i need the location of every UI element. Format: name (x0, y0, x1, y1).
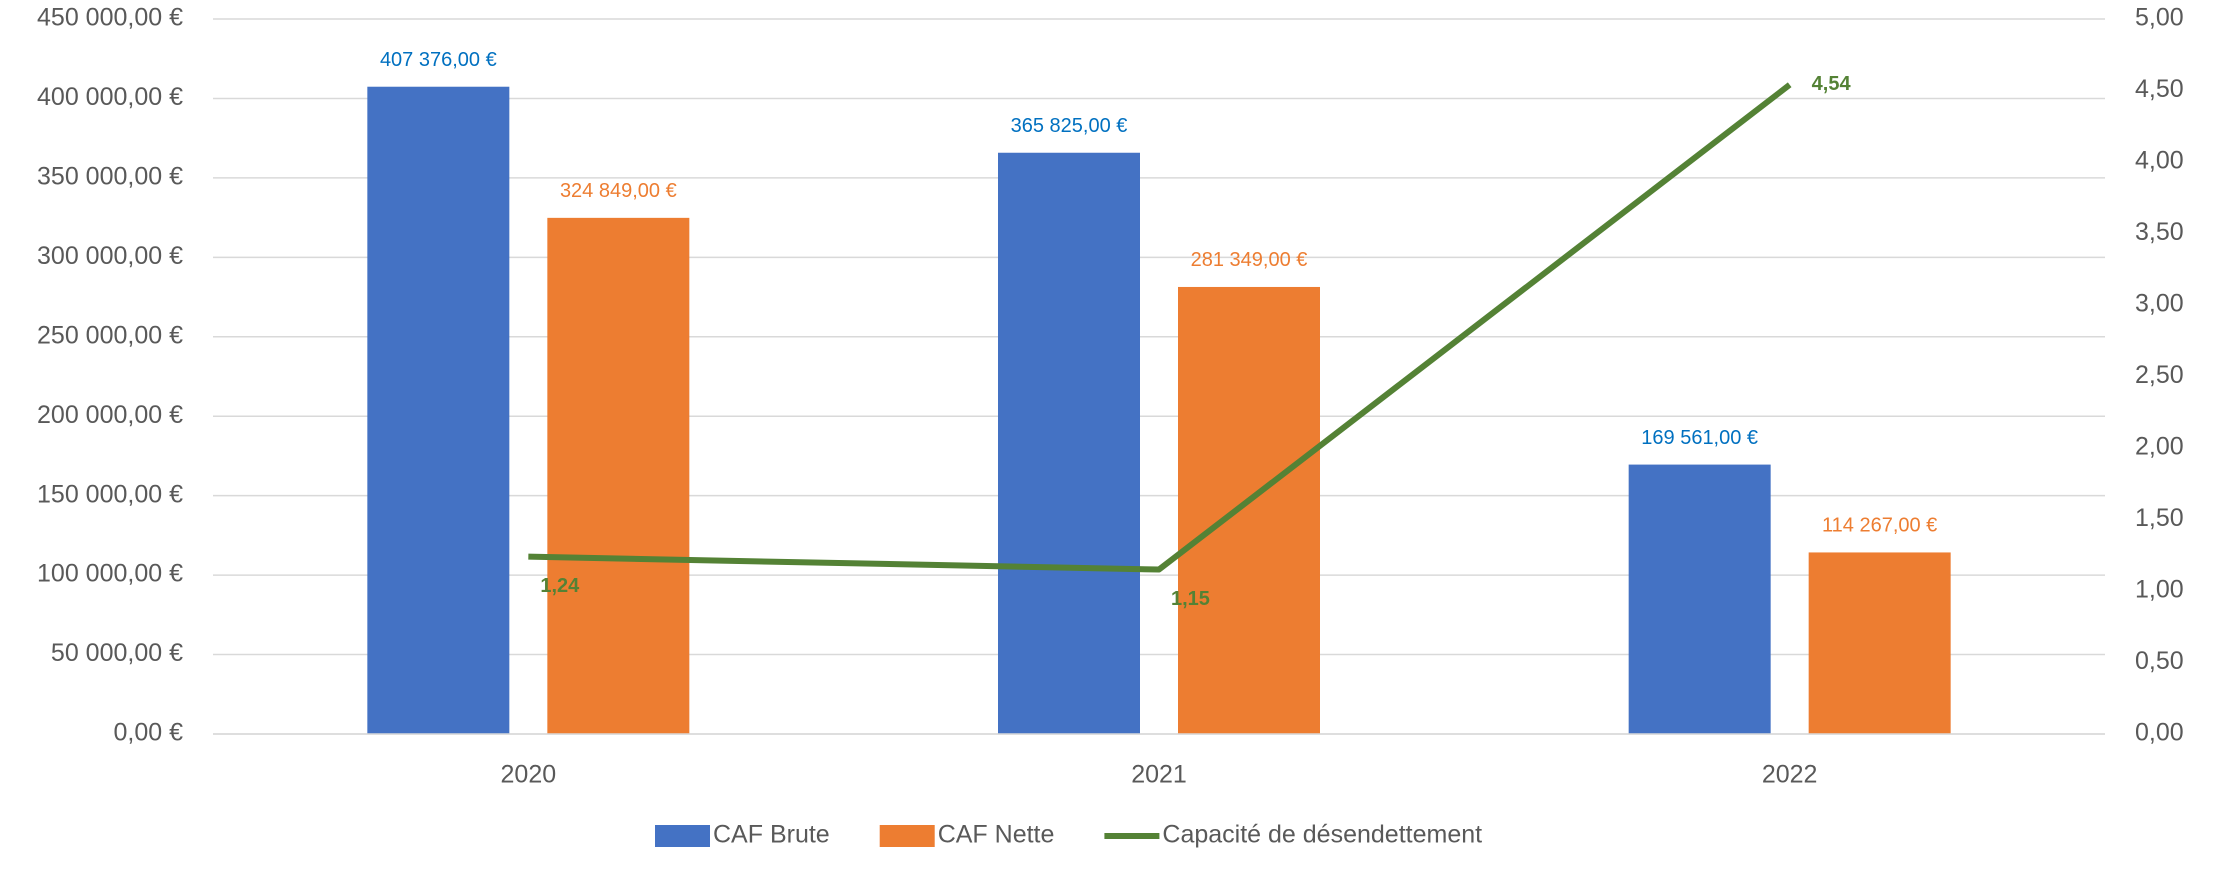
y-tick-label: 200 000,00 € (37, 401, 183, 429)
line-label: 1,24 (540, 575, 580, 597)
y2-tick-label: 4,00 (2135, 147, 2184, 175)
y2-tick-label: 0,00 (2135, 719, 2184, 747)
y2-tick-label: 2,50 (2135, 361, 2184, 389)
y-tick-label: 400 000,00 € (37, 83, 183, 111)
bar (1628, 464, 1771, 734)
data-label: 169 561,00 € (1641, 427, 1758, 449)
data-label: 407 376,00 € (380, 49, 497, 71)
legend-label: Capacité de désendettement (1162, 821, 1482, 849)
y-tick-label: 250 000,00 € (37, 321, 183, 349)
bar (1808, 552, 1951, 734)
data-label: 365 825,00 € (1011, 115, 1128, 137)
data-label: 324 849,00 € (560, 180, 677, 202)
bar (547, 217, 690, 735)
y2-tick-label: 3,00 (2135, 290, 2184, 318)
bar (998, 152, 1140, 734)
y2-tick-label: 5,00 (2135, 4, 2184, 32)
legend-label: CAF Nette (938, 821, 1055, 849)
y2-tick-label: 1,50 (2135, 504, 2184, 532)
x-tick-label: 2022 (1762, 761, 1818, 789)
data-label: 114 267,00 € (1822, 515, 1937, 537)
y-tick-label: 100 000,00 € (37, 560, 183, 588)
bar (1178, 286, 1320, 734)
legend-swatch (879, 825, 935, 847)
y2-tick-label: 3,50 (2135, 218, 2184, 246)
bar (367, 86, 510, 735)
x-tick-label: 2021 (1131, 761, 1187, 789)
y-tick-label: 50 000,00 € (51, 639, 183, 667)
y2-tick-label: 4,50 (2135, 75, 2184, 103)
y2-tick-label: 1,00 (2135, 576, 2184, 604)
x-tick-label: 2020 (501, 761, 557, 789)
line-label: 4,54 (1812, 73, 1852, 95)
y-tick-label: 150 000,00 € (37, 480, 183, 508)
line (528, 82, 1792, 573)
y2-tick-label: 0,50 (2135, 647, 2184, 675)
legend-label: CAF Brute (713, 821, 830, 849)
y-tick-label: 300 000,00 € (37, 242, 183, 270)
y-tick-label: 0,00 € (113, 719, 183, 747)
y-tick-label: 350 000,00 € (37, 162, 183, 190)
legend-swatch (655, 825, 710, 847)
y2-tick-label: 2,00 (2135, 433, 2184, 461)
data-label: 281 349,00 € (1191, 249, 1308, 271)
y-tick-label: 450 000,00 € (37, 4, 183, 32)
line-label: 1,15 (1171, 588, 1210, 610)
